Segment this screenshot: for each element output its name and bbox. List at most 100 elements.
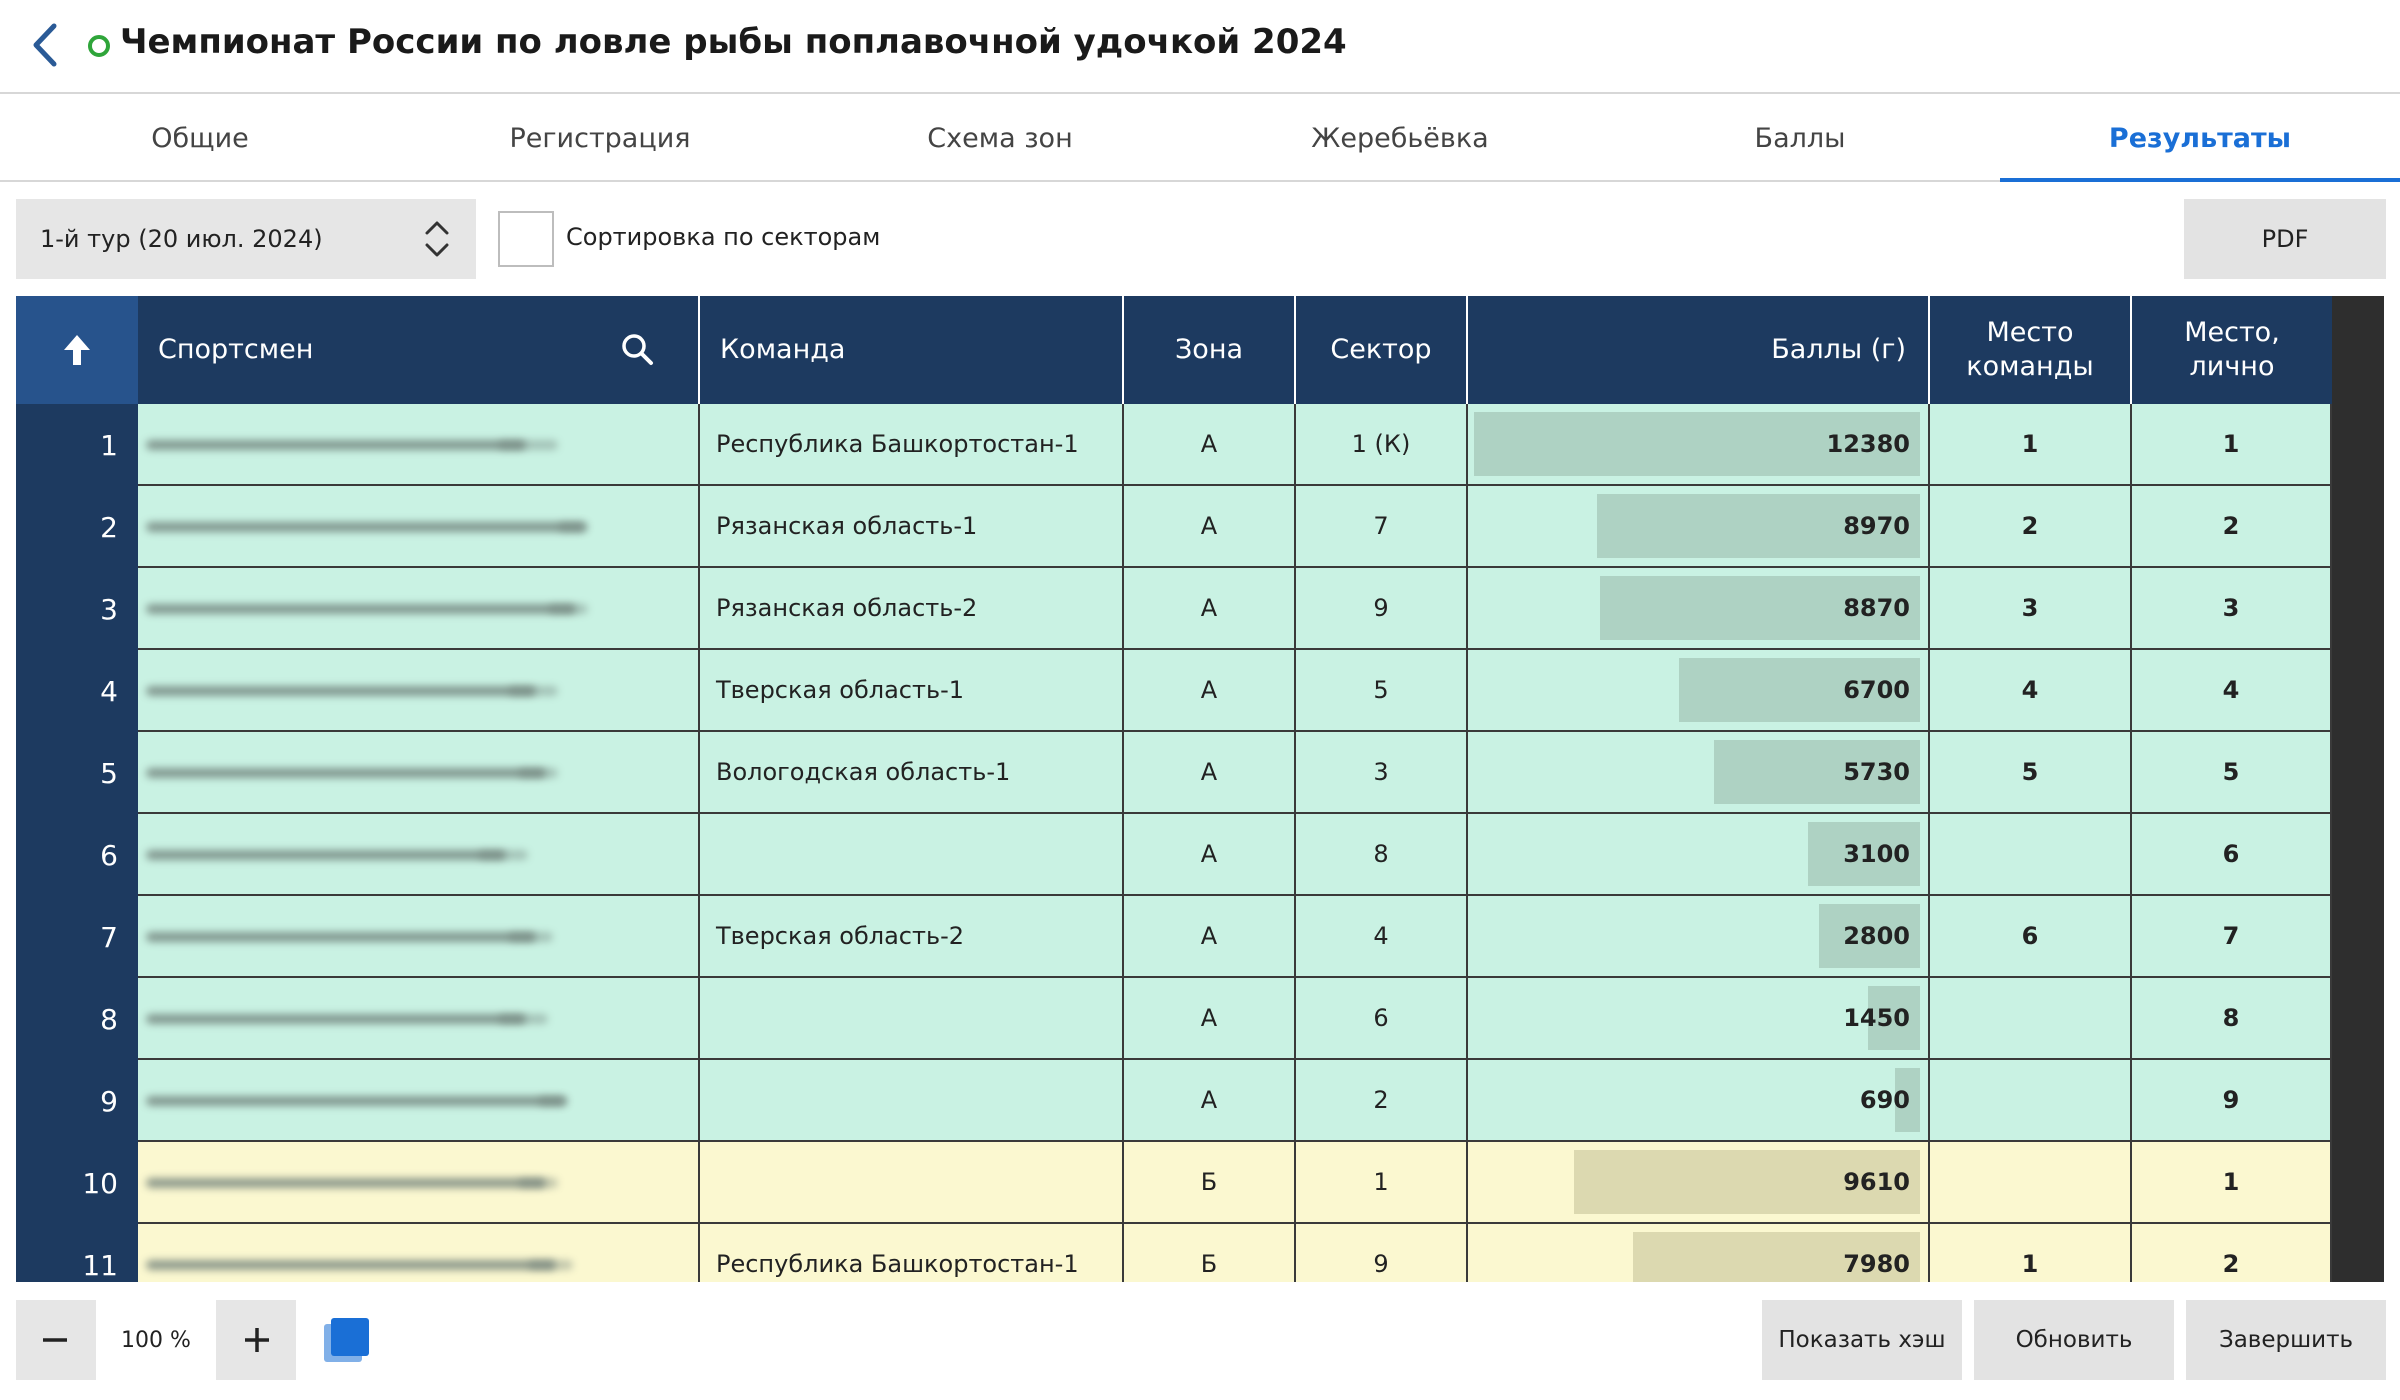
score-value: 9610 (1843, 1168, 1910, 1196)
sector-cell: 3 (1296, 732, 1468, 814)
sector-cell: 2 (1296, 1060, 1468, 1142)
athlete-name-redacted[interactable] (138, 896, 700, 978)
table-row[interactable]: 1 Республика Башкортостан-1 А 1 (К) 12380 1 1 (16, 404, 2332, 486)
results-table: Спортсмен Команда Зона Сектор Баллы (г) … (16, 296, 2384, 1282)
table-row[interactable]: 4 Тверская область-1 А 5 6700 4 4 (16, 650, 2332, 732)
status-circle-icon (88, 35, 110, 57)
column-header-personal-place[interactable]: Место, лично (2132, 296, 2332, 404)
athlete-name-redacted[interactable] (138, 1224, 700, 1282)
athlete-name-redacted[interactable] (138, 568, 700, 650)
round-select[interactable]: 1-й тур (20 июл. 2024) (16, 199, 476, 279)
team-cell: Рязанская область-2 (700, 568, 1124, 650)
score-value: 12380 (1826, 430, 1911, 458)
athlete-name-redacted[interactable] (138, 486, 700, 568)
sector-cell: 5 (1296, 650, 1468, 732)
personal-place-cell: 9 (2132, 1060, 2332, 1142)
finish-button[interactable]: Завершить (2186, 1300, 2386, 1380)
tab-results[interactable]: Результаты (2000, 96, 2400, 182)
column-header-athlete[interactable]: Спортсмен (138, 296, 700, 404)
personal-place-header-line1: Место, (2184, 317, 2280, 349)
blurred-name (138, 1224, 698, 1282)
personal-place-cell: 5 (2132, 732, 2332, 814)
personal-place-cell: 1 (2132, 404, 2332, 486)
athlete-name-redacted[interactable] (138, 1142, 700, 1224)
table-row[interactable]: 6 А 8 3100 6 (16, 814, 2332, 896)
tab-zone-scheme[interactable]: Схема зон (927, 122, 1073, 154)
column-header-team-place[interactable]: Место команды (1930, 296, 2132, 404)
refresh-button[interactable]: Обновить (1974, 1300, 2174, 1380)
team-cell (700, 978, 1124, 1060)
zoom-level: 100 % (96, 1300, 216, 1380)
team-cell (700, 1142, 1124, 1224)
team-cell (700, 814, 1124, 896)
score-cell: 2800 (1468, 896, 1930, 978)
athlete-name-redacted[interactable] (138, 814, 700, 896)
athlete-name-redacted[interactable] (138, 404, 700, 486)
show-hash-button[interactable]: Показать хэш (1762, 1300, 1962, 1380)
athlete-name-redacted[interactable] (138, 732, 700, 814)
blurred-name (138, 732, 698, 812)
app-header: Чемпионат России по ловле рыбы поплавочн… (0, 0, 2400, 94)
athlete-name-redacted[interactable] (138, 1060, 700, 1142)
score-value: 7980 (1843, 1250, 1910, 1278)
tab-points[interactable]: Баллы (1754, 122, 1846, 154)
zone-cell: Б (1124, 1224, 1296, 1282)
zoom-in-button[interactable] (218, 1300, 296, 1380)
blurred-name (138, 404, 698, 484)
score-bar (1868, 986, 1920, 1050)
table-row[interactable]: 5 Вологодская область-1 А 3 5730 5 5 (16, 732, 2332, 814)
table-row[interactable]: 11 Республика Башкортостан-1 Б 9 7980 1 2 (16, 1224, 2332, 1282)
zone-cell: А (1124, 568, 1296, 650)
table-row[interactable]: 3 Рязанская область-2 А 9 8870 3 3 (16, 568, 2332, 650)
sector-cell: 1 (К) (1296, 404, 1468, 486)
zone-cell: А (1124, 1060, 1296, 1142)
copy-icon[interactable] (322, 1316, 372, 1366)
score-bar (1714, 740, 1920, 804)
row-number: 2 (16, 486, 138, 568)
blurred-name (138, 568, 698, 648)
tab-general[interactable]: Общие (151, 122, 249, 154)
column-header-zone[interactable]: Зона (1124, 296, 1296, 404)
vertical-scrollbar[interactable] (2332, 296, 2384, 1282)
athlete-name-redacted[interactable] (138, 978, 700, 1060)
pdf-button[interactable]: PDF (2184, 199, 2386, 279)
table-row[interactable]: 9 А 2 690 9 (16, 1060, 2332, 1142)
zoom-out-button[interactable] (16, 1300, 94, 1380)
team-cell (700, 1060, 1124, 1142)
search-icon[interactable] (620, 332, 654, 366)
athlete-name-redacted[interactable] (138, 650, 700, 732)
blurred-name (138, 486, 698, 566)
tab-registration[interactable]: Регистрация (509, 122, 691, 154)
column-header-score[interactable]: Баллы (г) (1468, 296, 1930, 404)
personal-place-cell: 8 (2132, 978, 2332, 1060)
tab-draw[interactable]: Жеребьёвка (1311, 122, 1489, 154)
sort-by-sectors-checkbox[interactable] (498, 211, 554, 267)
back-button[interactable] (20, 20, 70, 70)
score-bar (1474, 412, 1920, 476)
column-header-sector[interactable]: Сектор (1296, 296, 1468, 404)
row-number: 8 (16, 978, 138, 1060)
row-number: 9 (16, 1060, 138, 1142)
row-number: 11 (16, 1224, 138, 1282)
column-header-team[interactable]: Команда (700, 296, 1124, 404)
blurred-name (138, 1142, 698, 1222)
score-value: 690 (1859, 1086, 1910, 1114)
score-value: 8970 (1843, 512, 1910, 540)
team-cell: Республика Башкортостан-1 (700, 1224, 1124, 1282)
team-cell: Вологодская область-1 (700, 732, 1124, 814)
table-header: Спортсмен Команда Зона Сектор Баллы (г) … (16, 296, 2332, 404)
row-number: 5 (16, 732, 138, 814)
score-value: 8870 (1843, 594, 1910, 622)
page-title: Чемпионат России по ловле рыбы поплавочн… (120, 22, 1347, 62)
table-row[interactable]: 10 Б 1 9610 1 (16, 1142, 2332, 1224)
sector-cell: 6 (1296, 978, 1468, 1060)
row-number: 1 (16, 404, 138, 486)
table-row[interactable]: 8 А 6 1450 8 (16, 978, 2332, 1060)
table-row[interactable]: 2 Рязанская область-1 А 7 8970 2 2 (16, 486, 2332, 568)
personal-place-cell: 3 (2132, 568, 2332, 650)
score-cell: 3100 (1468, 814, 1930, 896)
sort-column-header[interactable] (16, 296, 138, 404)
zone-cell: А (1124, 814, 1296, 896)
personal-place-cell: 2 (2132, 1224, 2332, 1282)
table-row[interactable]: 7 Тверская область-2 А 4 2800 6 7 (16, 896, 2332, 978)
